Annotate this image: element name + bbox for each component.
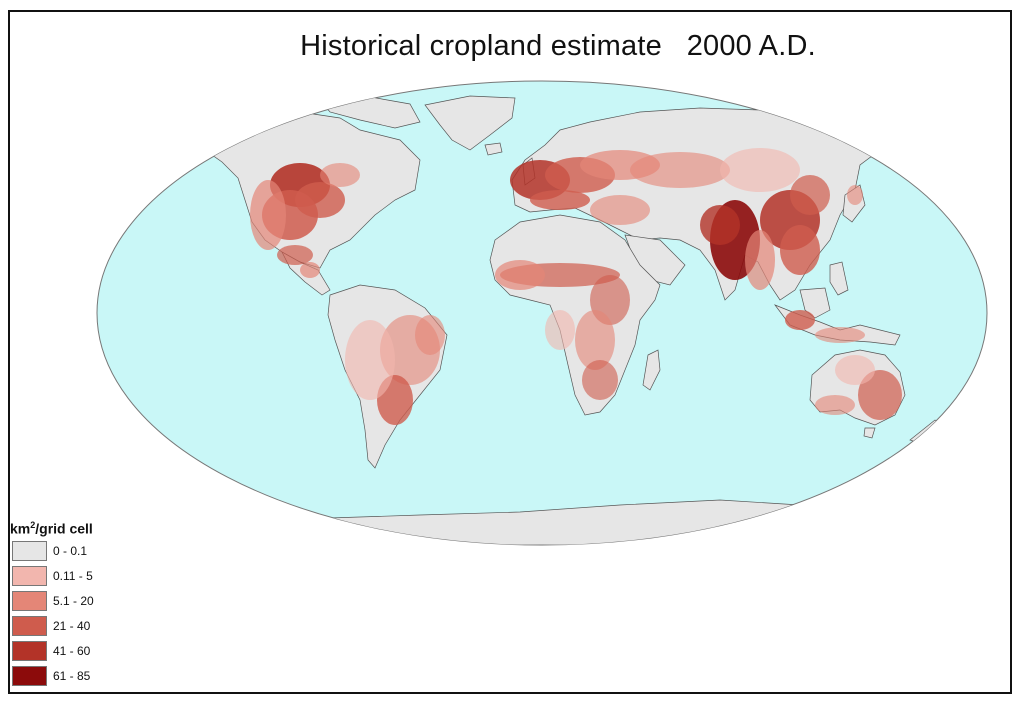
cropland-patch: [790, 175, 830, 215]
legend-swatch: [12, 540, 47, 561]
legend-title: km2/grid cell: [10, 520, 93, 537]
cropland-patch: [345, 320, 395, 400]
legend-label: 0.11 - 5: [53, 568, 93, 583]
cropland-patch: [277, 245, 313, 265]
cropland-patch: [590, 195, 650, 225]
cropland-patch: [300, 262, 320, 278]
cropland-patch: [815, 327, 865, 343]
cropland-patch: [320, 163, 360, 187]
legend-label: 41 - 60: [53, 643, 91, 658]
cropland-patch: [530, 190, 590, 210]
cropland-patch: [858, 370, 902, 420]
cropland-patch: [780, 225, 820, 275]
legend-label: 0 - 0.1: [53, 543, 88, 558]
borneo: [799, 287, 831, 319]
philippines: [829, 261, 849, 296]
map-frame: [8, 10, 1012, 694]
map-title: Historical cropland estimate 2000 A.D.: [300, 30, 816, 62]
legend-item: 61 - 85: [10, 665, 170, 687]
cropland-patch: [545, 310, 575, 350]
cropland-patch: [415, 315, 445, 355]
cropland-patch: [582, 360, 618, 400]
legend-swatch: [12, 565, 47, 586]
cropland-patch: [720, 148, 800, 192]
legend-label: 5.1 - 20: [53, 593, 94, 608]
legend: km2/grid cell 0 - 0.1 0.11 - 5 5.1 - 20 …: [10, 520, 170, 690]
cropland-patch: [700, 205, 740, 245]
cropland-patch: [630, 152, 730, 188]
cropland-patch: [250, 180, 286, 250]
iceland: [484, 142, 503, 156]
cropland-patch: [295, 182, 345, 218]
cropland-patch: [847, 185, 863, 205]
cropland-intensity: [250, 148, 902, 425]
cropland-patch: [785, 310, 815, 330]
legend-label: 61 - 85: [53, 668, 91, 683]
cropland-patch: [575, 310, 615, 370]
greenland: [424, 95, 516, 151]
madagascar: [642, 349, 661, 391]
legend-swatch: [12, 590, 47, 611]
legend-item: 0 - 0.1: [10, 540, 170, 562]
cropland-patch: [835, 355, 875, 385]
legend-swatch: [12, 615, 47, 636]
cropland-patch: [815, 395, 855, 415]
tasmania: [863, 427, 876, 439]
legend-item: 21 - 40: [10, 615, 170, 637]
legend-item: 0.11 - 5: [10, 565, 170, 587]
legend-item: 5.1 - 20: [10, 590, 170, 612]
cropland-patch: [745, 230, 775, 290]
legend-item: 41 - 60: [10, 640, 170, 662]
legend-swatch: [12, 640, 47, 661]
legend-label: 21 - 40: [53, 618, 91, 633]
legend-swatch: [12, 665, 47, 686]
cropland-patch: [495, 260, 545, 290]
